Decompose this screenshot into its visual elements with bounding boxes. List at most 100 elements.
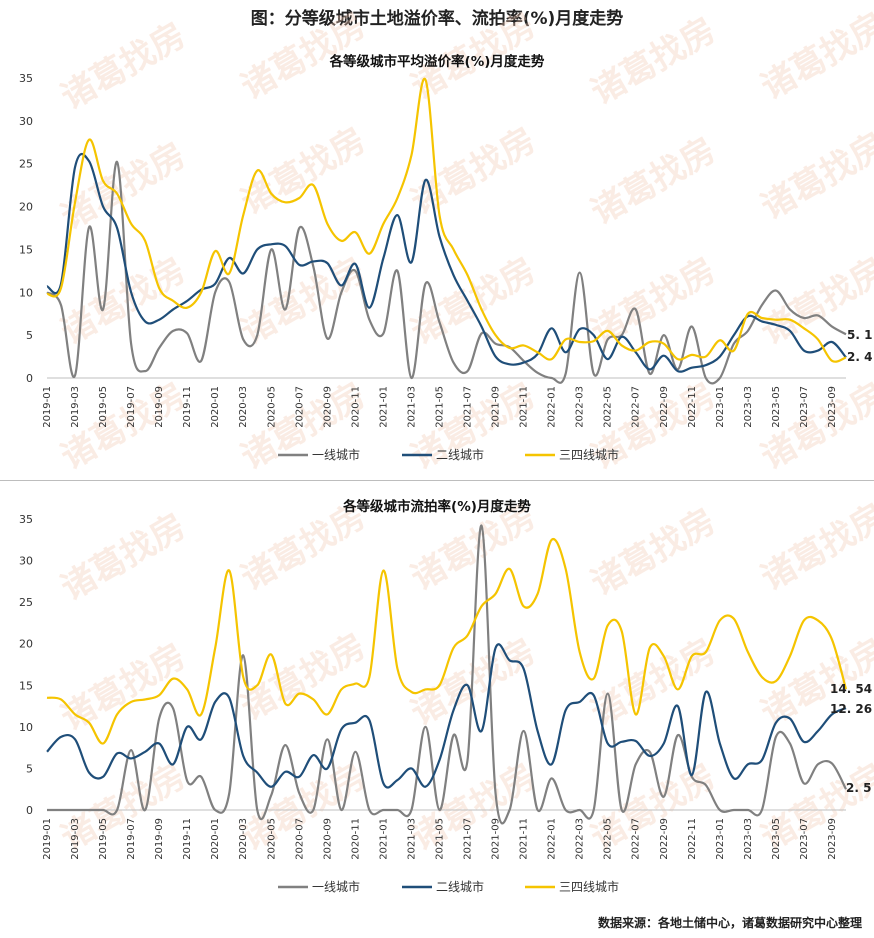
x-tick-label: 2020-01 [210,818,221,860]
x-tick-label: 2021-03 [406,386,417,428]
x-tick-label: 2019-09 [154,386,165,428]
y-tick-label: 10 [19,286,33,299]
end-label-tier1: 5. 1 [847,328,872,342]
x-tick-label: 2020-11 [350,818,361,860]
x-tick-label: 2020-07 [294,818,305,860]
watermark-text: 诸葛找房 [235,626,373,729]
x-tick-label: 2019-01 [42,818,53,860]
x-tick-label: 2023-05 [771,386,782,428]
y-tick-label: 5 [26,329,33,342]
x-tick-label: 2023-01 [715,818,726,860]
x-tick-label: 2021-01 [378,818,389,860]
x-tick-label: 2023-01 [715,386,726,428]
watermark-text: 诸葛找房 [235,120,373,223]
watermark-text: 诸葛找房 [755,125,874,228]
x-tick-label: 2023-03 [743,386,754,428]
x-tick-label: 2022-05 [603,818,614,860]
x-tick-label: 2022-07 [631,386,642,428]
y-tick-label: 10 [19,721,33,734]
x-tick-label: 2019-07 [126,386,137,428]
x-tick-label: 2022-01 [547,818,558,860]
x-tick-label: 2022-05 [603,386,614,428]
x-tick-label: 2021-07 [463,386,474,428]
x-tick-label: 2021-11 [519,818,530,860]
y-tick-label: 35 [19,513,33,526]
x-tick-label: 2019-09 [154,818,165,860]
end-label-tier34: 14. 54 [830,682,872,696]
watermark-text: 诸葛找房 [55,250,193,353]
x-tick-label: 2022-07 [631,818,642,860]
premium-rate-chart: 诸葛找房诸葛找房诸葛找房诸葛找房诸葛找房诸葛找房诸葛找房诸葛找房诸葛找房诸葛找房… [0,0,874,480]
y-tick-label: 35 [19,72,33,85]
legend-label-tier2: 二线城市 [436,447,484,462]
legend-label-tier34: 三四线城市 [559,879,619,894]
x-tick-label: 2022-11 [687,818,698,860]
x-tick-label: 2020-09 [322,386,333,428]
x-tick-label: 2023-05 [771,818,782,860]
watermark-text: 诸葛找房 [55,636,193,739]
y-tick-label: 15 [19,243,33,256]
x-tick-label: 2019-11 [182,386,193,428]
watermark-text: 诸葛找房 [585,10,723,113]
end-label-tier1: 2. 5 [846,781,871,795]
x-tick-label: 2021-03 [406,818,417,860]
y-tick-label: 5 [26,762,33,775]
legend: 一线城市 二线城市 三四线城市 [278,447,619,462]
legend-label-tier2: 二线城市 [436,879,484,894]
y-tick-label: 20 [19,201,33,214]
watermark-text: 诸葛找房 [55,506,193,609]
x-tick-label: 2020-07 [294,386,305,428]
x-tick-label: 2021-01 [378,386,389,428]
x-tick-label: 2019-07 [126,818,137,860]
x-tick-label: 2020-05 [266,386,277,428]
x-tick-label: 2023-07 [799,818,810,860]
watermark-text: 诸葛找房 [55,15,193,118]
y-tick-label: 30 [19,115,33,128]
x-tick-label: 2019-03 [70,818,81,860]
watermark-text: 诸葛找房 [405,120,543,223]
chart-title: 各等级城市流拍率(%)月度走势 [342,498,531,515]
x-tick-label: 2019-01 [42,386,53,428]
x-tick-label: 2020-03 [238,818,249,860]
x-tick-label: 2019-05 [98,818,109,860]
end-label-tier2: 2. 4 [847,350,872,364]
x-tick-label: 2020-03 [238,386,249,428]
y-tick-label: 25 [19,596,33,609]
x-tick-label: 2022-09 [659,386,670,428]
legend: 一线城市 二线城市 三四线城市 [278,879,619,894]
legend-label-tier1: 一线城市 [312,879,360,894]
x-tick-label: 2022-11 [687,386,698,428]
watermark-text: 诸葛找房 [585,250,723,353]
watermark-text: 诸葛找房 [755,5,874,108]
y-tick-label: 0 [26,804,33,817]
x-tick-label: 2023-03 [743,818,754,860]
watermark-text: 诸葛找房 [405,250,543,353]
legend-label-tier34: 三四线城市 [559,447,619,462]
x-tick-label: 2021-05 [434,386,445,428]
x-tick-label: 2022-03 [575,818,586,860]
y-tick-label: 30 [19,555,33,568]
x-tick-label: 2022-09 [659,818,670,860]
x-tick-label: 2022-01 [547,386,558,428]
x-tick-label: 2019-11 [182,818,193,860]
x-tick-label: 2023-07 [799,386,810,428]
x-tick-label: 2021-11 [519,386,530,428]
x-tick-label: 2020-09 [322,818,333,860]
chart-title: 各等级城市平均溢价率(%)月度走势 [329,53,545,70]
failed-auction-rate-chart: 诸葛找房诸葛找房诸葛找房诸葛找房诸葛找房诸葛找房诸葛找房诸葛找房诸葛找房诸葛找房… [0,481,874,938]
x-tick-label: 2021-07 [463,818,474,860]
x-tick-label: 2019-03 [70,386,81,428]
x-tick-label: 2021-09 [491,818,502,860]
x-tick-label: 2021-09 [491,386,502,428]
x-tick-label: 2021-05 [434,818,445,860]
y-tick-label: 15 [19,679,33,692]
watermark-text: 诸葛找房 [585,501,723,604]
end-label-tier2: 12. 26 [830,702,872,716]
x-tick-label: 2022-03 [575,386,586,428]
watermark-text: 诸葛找房 [755,496,874,599]
y-tick-label: 25 [19,158,33,171]
x-tick-label: 2023-09 [827,818,838,860]
x-tick-label: 2023-09 [827,386,838,428]
y-tick-label: 20 [19,638,33,651]
x-tick-label: 2020-01 [210,386,221,428]
